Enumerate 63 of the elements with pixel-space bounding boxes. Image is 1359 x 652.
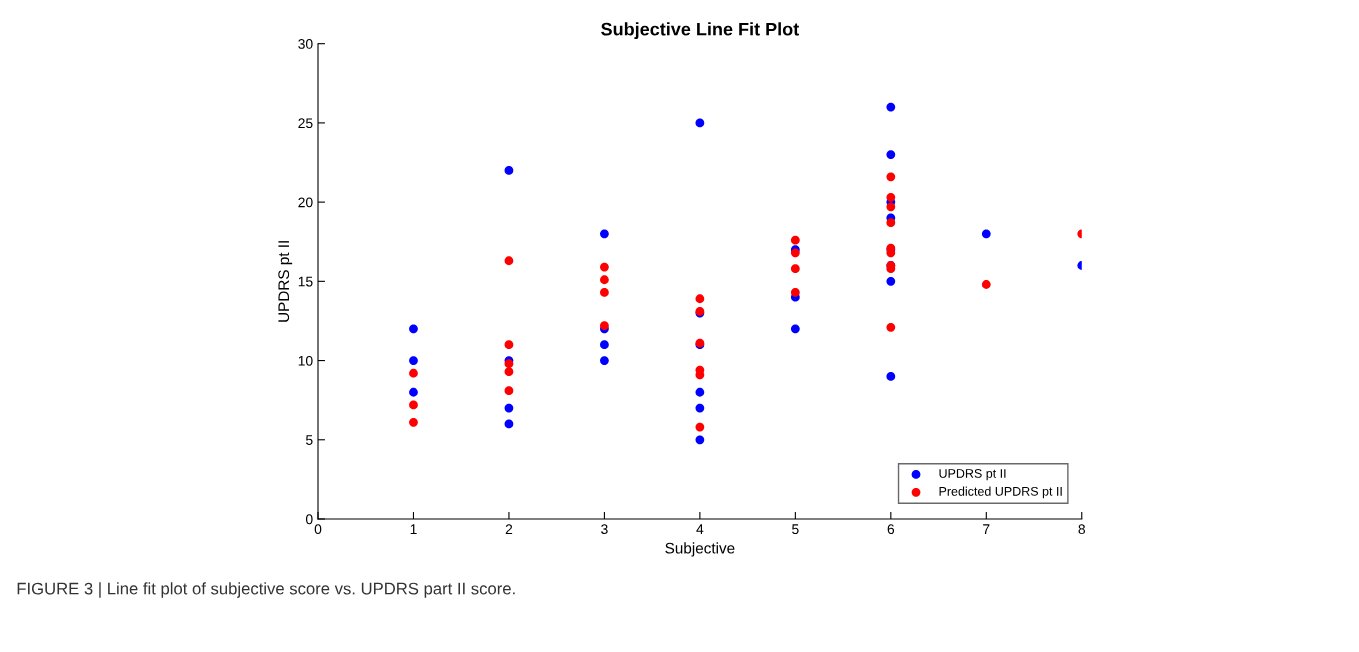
point <box>600 340 609 350</box>
x-tick-label: 4 <box>696 524 704 534</box>
point <box>790 235 800 245</box>
point <box>409 356 418 365</box>
point <box>504 166 514 175</box>
x-tick-label: 7 <box>983 524 990 534</box>
point <box>409 368 418 378</box>
x-tick-label: 0 <box>314 524 322 535</box>
point <box>981 229 991 239</box>
point <box>886 372 896 381</box>
point <box>695 294 705 304</box>
x-tick-label: 6 <box>887 524 895 535</box>
point <box>790 264 800 274</box>
point <box>504 367 514 377</box>
chart-title: Subjective Line Fit Plot <box>601 22 799 40</box>
x-tick-label: 5 <box>792 524 799 535</box>
caption: FIGURE 3 | Line fit plot of subjective score vs. UPDRS part II score. <box>17 582 515 598</box>
x-tick-label: 8 <box>1078 524 1086 535</box>
legend-label: UPDRS pt II <box>939 469 1006 481</box>
point <box>886 192 896 202</box>
point <box>504 340 514 350</box>
x-tick-label: 1 <box>410 524 417 534</box>
point <box>504 403 514 413</box>
point <box>790 324 800 334</box>
point <box>600 356 609 365</box>
point <box>886 322 896 332</box>
y-tick-label: 0 <box>305 514 313 525</box>
legend-label: Predicted UPDRS pt II <box>939 486 1062 499</box>
point <box>695 422 705 432</box>
point <box>886 276 896 286</box>
point <box>790 288 800 297</box>
y-tick-label: 20 <box>298 197 313 208</box>
y-axis-title: UPDRS pt II <box>278 241 293 322</box>
point <box>886 202 896 212</box>
point <box>695 435 705 445</box>
point <box>695 118 705 128</box>
point <box>409 387 418 397</box>
point <box>886 172 896 182</box>
point <box>409 324 418 334</box>
point <box>600 262 609 272</box>
point <box>600 229 609 239</box>
y-tick-label: 15 <box>298 276 313 287</box>
point <box>886 218 896 228</box>
point <box>886 150 896 159</box>
x-tick-label: 3 <box>601 524 608 535</box>
point <box>504 386 514 396</box>
point <box>695 387 705 397</box>
x-axis-title: Subjective <box>665 542 735 557</box>
point <box>409 417 418 427</box>
y-tick-label: 5 <box>305 435 313 445</box>
point <box>600 275 609 285</box>
point <box>600 288 609 297</box>
y-tick-label: 30 <box>298 39 313 49</box>
point <box>504 359 514 369</box>
point <box>695 403 705 413</box>
point <box>504 256 514 266</box>
point <box>886 102 896 112</box>
point <box>409 400 418 410</box>
y-tick-label: 10 <box>298 355 313 366</box>
point <box>981 280 991 289</box>
point <box>504 419 514 429</box>
x-tick-label: 2 <box>505 524 513 534</box>
y-tick-label: 25 <box>298 118 313 129</box>
